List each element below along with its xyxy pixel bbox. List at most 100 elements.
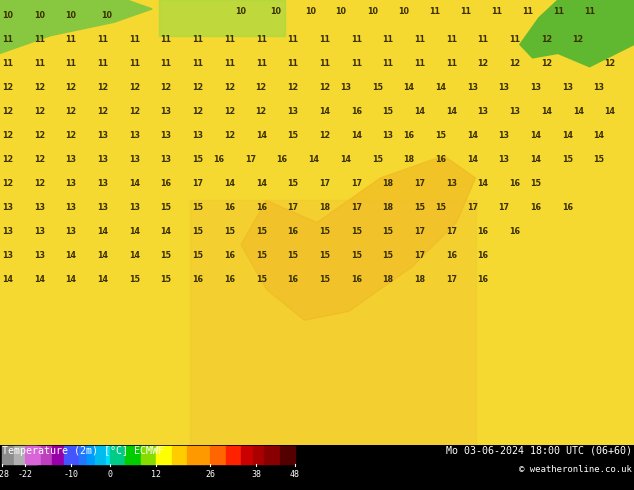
Text: 14: 14 xyxy=(541,107,552,116)
Text: 10: 10 xyxy=(2,11,13,20)
Text: 11: 11 xyxy=(192,35,204,44)
Text: 11: 11 xyxy=(2,35,13,44)
Text: 14: 14 xyxy=(160,227,172,236)
Bar xyxy=(94,446,106,464)
Text: 11: 11 xyxy=(97,59,108,68)
Text: 15: 15 xyxy=(287,179,299,188)
Bar xyxy=(172,446,187,464)
Text: 15: 15 xyxy=(382,107,394,116)
Text: 16: 16 xyxy=(287,275,299,284)
Text: 15: 15 xyxy=(372,155,383,164)
Text: 12: 12 xyxy=(129,107,140,116)
Text: 14: 14 xyxy=(129,227,140,236)
Text: 11: 11 xyxy=(351,59,362,68)
Text: 15: 15 xyxy=(319,275,330,284)
Text: 11: 11 xyxy=(460,7,471,16)
Text: 14: 14 xyxy=(562,131,573,140)
Text: 11: 11 xyxy=(256,59,267,68)
Text: 16: 16 xyxy=(351,275,362,284)
Text: 17: 17 xyxy=(446,227,457,236)
Bar xyxy=(141,446,156,464)
Bar xyxy=(252,446,264,464)
Bar xyxy=(87,446,94,464)
Text: 13: 13 xyxy=(477,107,489,116)
Text: 14: 14 xyxy=(308,155,320,164)
Text: 14: 14 xyxy=(351,131,362,140)
Text: 15: 15 xyxy=(256,275,267,284)
Text: 13: 13 xyxy=(65,155,77,164)
Text: 13: 13 xyxy=(65,227,77,236)
Bar xyxy=(280,446,295,464)
Text: 15: 15 xyxy=(435,203,446,212)
Text: 12: 12 xyxy=(34,131,45,140)
Text: 14: 14 xyxy=(129,179,140,188)
Text: 16: 16 xyxy=(224,251,235,260)
Text: 11: 11 xyxy=(522,7,533,16)
Text: 12: 12 xyxy=(65,83,77,92)
Text: 12: 12 xyxy=(509,59,521,68)
Text: 48: 48 xyxy=(290,470,300,479)
Text: 16: 16 xyxy=(224,275,235,284)
Text: Mo 03-06-2024 18:00 UTC (06+60): Mo 03-06-2024 18:00 UTC (06+60) xyxy=(446,446,632,456)
Text: 11: 11 xyxy=(287,35,299,44)
Text: 14: 14 xyxy=(477,179,489,188)
Text: 11: 11 xyxy=(509,35,521,44)
Text: 15: 15 xyxy=(192,155,204,164)
Text: 12: 12 xyxy=(256,83,267,92)
Text: 12: 12 xyxy=(65,107,77,116)
Text: 14: 14 xyxy=(256,131,267,140)
Text: 11: 11 xyxy=(382,59,394,68)
Text: 13: 13 xyxy=(129,131,140,140)
Text: 12: 12 xyxy=(34,107,45,116)
Text: 15: 15 xyxy=(224,227,235,236)
Text: 12: 12 xyxy=(2,107,13,116)
Bar xyxy=(63,446,79,464)
Text: 14: 14 xyxy=(435,83,446,92)
Text: 11: 11 xyxy=(446,59,457,68)
Text: 15: 15 xyxy=(382,251,394,260)
Text: 12: 12 xyxy=(319,83,330,92)
Text: 12: 12 xyxy=(224,107,235,116)
Text: 12: 12 xyxy=(97,83,108,92)
Text: 16: 16 xyxy=(213,155,224,164)
Polygon shape xyxy=(241,156,476,320)
Text: 12: 12 xyxy=(224,131,235,140)
Text: 14: 14 xyxy=(34,275,45,284)
Bar xyxy=(264,446,280,464)
Text: 11: 11 xyxy=(160,35,172,44)
Text: 14: 14 xyxy=(467,131,478,140)
Text: 12: 12 xyxy=(160,83,172,92)
Text: 14: 14 xyxy=(65,251,77,260)
Text: 14: 14 xyxy=(340,155,351,164)
Text: 12: 12 xyxy=(541,35,552,44)
Text: 12: 12 xyxy=(604,59,616,68)
Text: 17: 17 xyxy=(192,179,204,188)
Text: 18: 18 xyxy=(319,203,330,212)
Text: © weatheronline.co.uk: © weatheronline.co.uk xyxy=(519,466,632,474)
Text: 11: 11 xyxy=(477,35,489,44)
Text: 13: 13 xyxy=(562,83,573,92)
Text: 12: 12 xyxy=(477,59,489,68)
Polygon shape xyxy=(520,0,634,67)
Polygon shape xyxy=(0,0,152,53)
Bar xyxy=(25,446,41,464)
Text: 12: 12 xyxy=(541,59,552,68)
Text: 13: 13 xyxy=(509,107,521,116)
Text: 14: 14 xyxy=(593,131,605,140)
Text: 16: 16 xyxy=(477,275,489,284)
Text: 17: 17 xyxy=(414,179,425,188)
Text: 11: 11 xyxy=(414,59,425,68)
Text: 13: 13 xyxy=(2,251,13,260)
Text: 14: 14 xyxy=(224,179,235,188)
Bar xyxy=(156,446,172,464)
Text: 11: 11 xyxy=(351,35,362,44)
Text: 12: 12 xyxy=(97,107,108,116)
Text: 16: 16 xyxy=(287,227,299,236)
Text: 10: 10 xyxy=(34,11,45,20)
Bar xyxy=(106,446,110,464)
Text: 13: 13 xyxy=(2,203,13,212)
Text: 10: 10 xyxy=(270,7,281,16)
Text: 12: 12 xyxy=(2,83,13,92)
Text: 13: 13 xyxy=(2,227,13,236)
Text: 10: 10 xyxy=(235,7,247,16)
